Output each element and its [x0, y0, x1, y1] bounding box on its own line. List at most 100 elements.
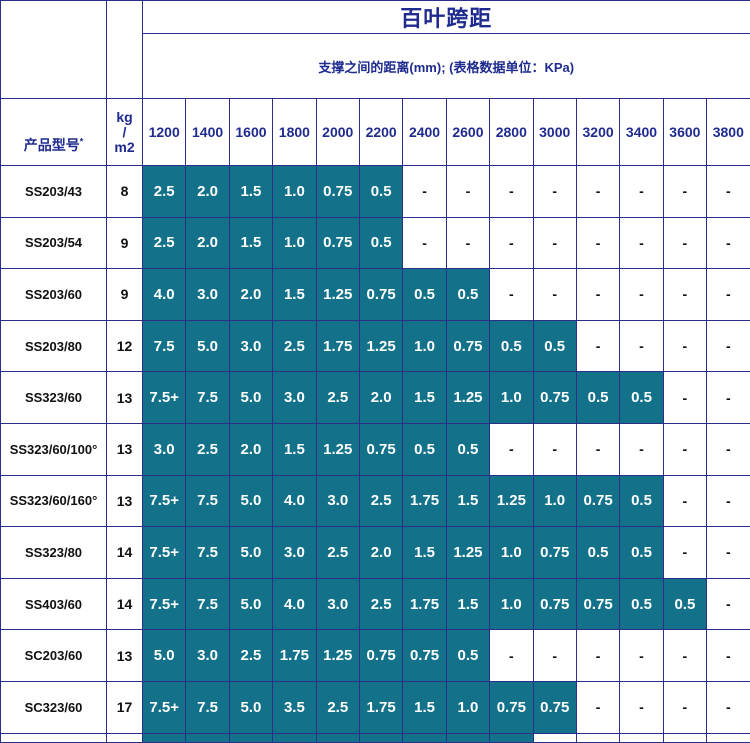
load-value-cell: 0.75	[576, 475, 619, 527]
kg-header-line3: m2	[114, 139, 134, 155]
empty-value-cell: -	[663, 372, 706, 424]
load-value-cell: 3.0	[229, 320, 272, 372]
load-value-cell: 5.0	[143, 630, 186, 682]
model-header-label: 产品型号	[24, 137, 80, 153]
load-value-cell: 1.75	[359, 681, 402, 733]
empty-value-cell: -	[490, 630, 533, 682]
load-value-cell: 4.0	[273, 475, 316, 527]
partial-cell	[186, 733, 229, 742]
model-cell: SC323/60	[1, 681, 107, 733]
load-value-cell: 1.5	[229, 217, 272, 269]
load-value-cell: 1.5	[446, 578, 489, 630]
load-value-cell: 5.0	[229, 681, 272, 733]
load-value-cell: 7.5+	[143, 681, 186, 733]
load-value-cell: 0.5	[403, 269, 446, 321]
kg-cell: 12	[107, 320, 143, 372]
load-value-cell: 7.5	[143, 320, 186, 372]
empty-value-cell: -	[620, 423, 663, 475]
partial-cell	[403, 733, 446, 742]
partial-cell	[576, 733, 619, 742]
empty-value-cell: -	[446, 217, 489, 269]
kg-header: kg/m2	[107, 99, 143, 166]
empty-value-cell: -	[533, 269, 576, 321]
load-value-cell: 0.5	[576, 372, 619, 424]
load-value-cell: 0.5	[446, 630, 489, 682]
kg-cell: 8	[107, 166, 143, 218]
span-header: 3400	[620, 99, 663, 166]
kg-cell: 14	[107, 527, 143, 579]
model-cell: SS323/60	[1, 372, 107, 424]
load-value-cell: 1.5	[273, 269, 316, 321]
partial-cell	[107, 733, 143, 742]
empty-value-cell: -	[620, 630, 663, 682]
partial-cell	[229, 733, 272, 742]
span-header: 3200	[576, 99, 619, 166]
partial-cell	[316, 733, 359, 742]
load-value-cell: 1.25	[446, 372, 489, 424]
partial-cell	[143, 733, 186, 742]
load-value-cell: 1.0	[490, 578, 533, 630]
partial-cell	[273, 733, 316, 742]
load-value-cell: 0.5	[359, 217, 402, 269]
load-value-cell: 0.75	[316, 166, 359, 218]
load-value-cell: 0.75	[533, 681, 576, 733]
span-header: 2000	[316, 99, 359, 166]
kg-cell: 9	[107, 217, 143, 269]
load-value-cell: 1.75	[403, 578, 446, 630]
empty-value-cell: -	[533, 217, 576, 269]
empty-value-cell: -	[490, 423, 533, 475]
empty-value-cell: -	[663, 320, 706, 372]
load-value-cell: 1.5	[403, 372, 446, 424]
load-value-cell: 0.5	[359, 166, 402, 218]
empty-value-cell: -	[490, 166, 533, 218]
empty-value-cell: -	[576, 423, 619, 475]
empty-value-cell: -	[620, 320, 663, 372]
load-value-cell: 0.5	[663, 578, 706, 630]
load-value-cell: 2.0	[186, 217, 229, 269]
load-value-cell: 1.25	[490, 475, 533, 527]
load-value-cell: 7.5	[186, 475, 229, 527]
kg-cell: 17	[107, 681, 143, 733]
load-value-cell: 1.0	[273, 217, 316, 269]
load-value-cell: 7.5	[186, 681, 229, 733]
load-value-cell: 0.75	[490, 681, 533, 733]
load-value-cell: 3.0	[186, 269, 229, 321]
span-header: 1200	[143, 99, 186, 166]
kg-cell: 13	[107, 372, 143, 424]
load-value-cell: 1.5	[446, 475, 489, 527]
load-value-cell: 5.0	[229, 578, 272, 630]
load-value-cell: 0.75	[533, 527, 576, 579]
load-value-cell: 0.5	[446, 423, 489, 475]
empty-value-cell: -	[707, 527, 750, 579]
empty-value-cell: -	[663, 527, 706, 579]
empty-value-cell: -	[707, 372, 750, 424]
kg-cell: 13	[107, 475, 143, 527]
empty-value-cell: -	[707, 630, 750, 682]
load-value-cell: 2.5	[359, 475, 402, 527]
load-value-cell: 3.0	[316, 578, 359, 630]
kg-cell: 13	[107, 423, 143, 475]
load-value-cell: 7.5	[186, 578, 229, 630]
load-value-cell: 0.5	[620, 527, 663, 579]
load-value-cell: 1.5	[273, 423, 316, 475]
load-value-cell: 1.5	[229, 166, 272, 218]
empty-value-cell: -	[490, 269, 533, 321]
load-value-cell: 0.75	[533, 372, 576, 424]
load-value-cell: 3.0	[186, 630, 229, 682]
empty-value-cell: -	[663, 423, 706, 475]
load-value-cell: 0.5	[620, 475, 663, 527]
empty-value-cell: -	[707, 423, 750, 475]
load-value-cell: 2.5	[186, 423, 229, 475]
empty-value-cell: -	[403, 217, 446, 269]
empty-value-cell: -	[620, 681, 663, 733]
model-header: 产品型号*	[1, 99, 107, 166]
load-value-cell: 2.5	[229, 630, 272, 682]
load-value-cell: 1.0	[446, 681, 489, 733]
